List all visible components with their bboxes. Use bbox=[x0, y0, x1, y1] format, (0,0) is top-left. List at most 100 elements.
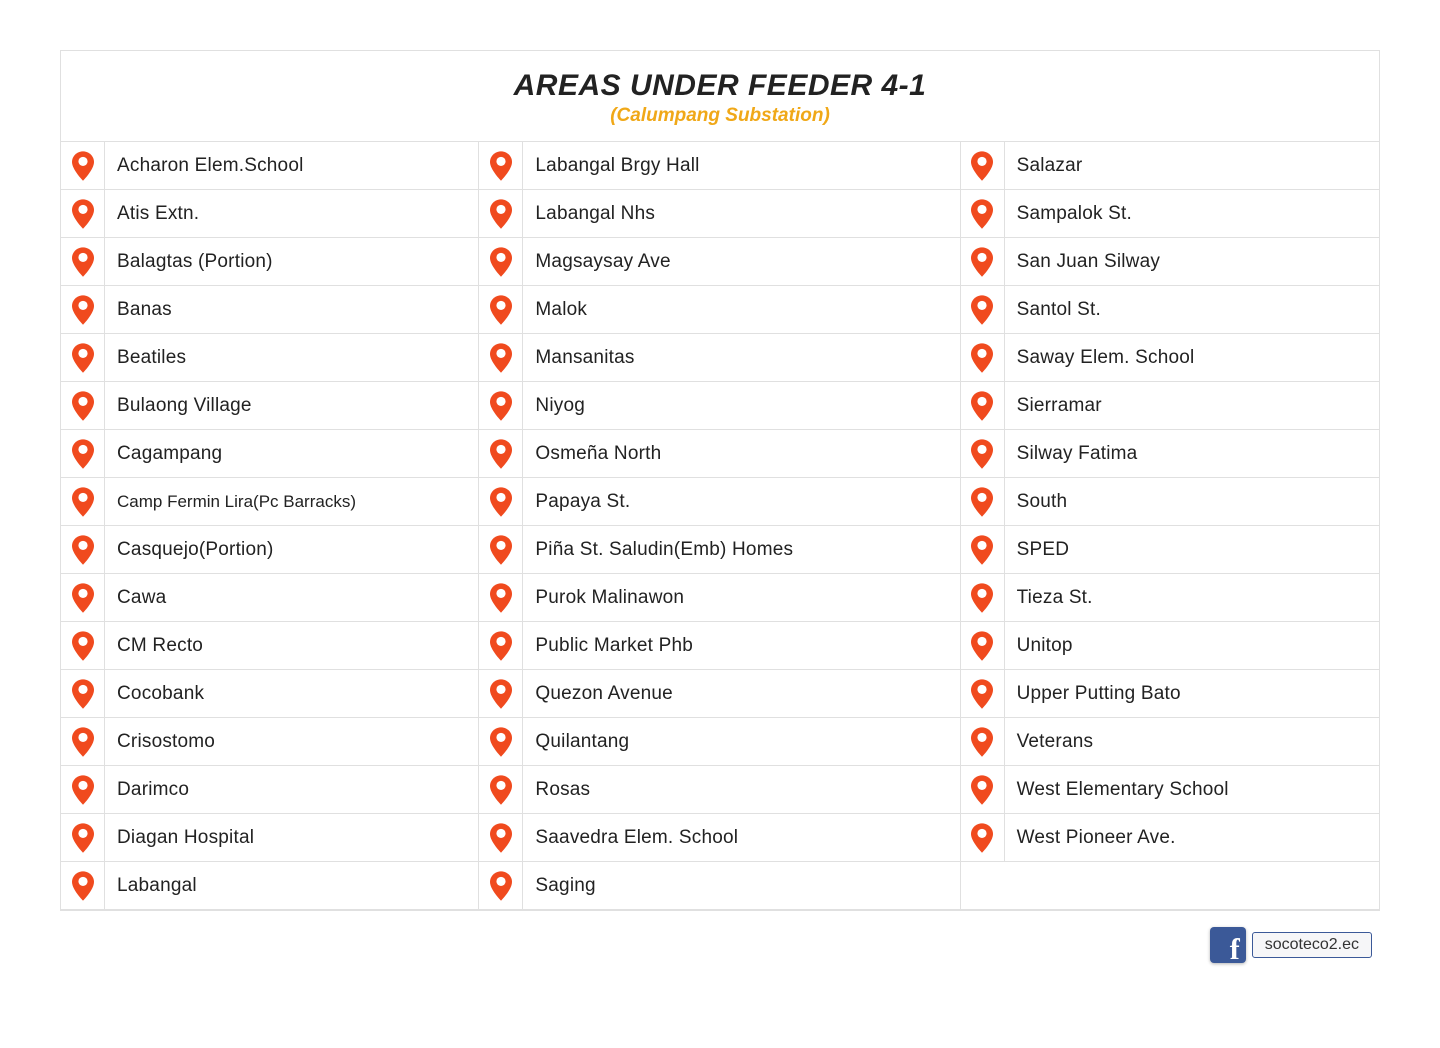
location-pin-icon bbox=[72, 535, 94, 565]
pin-icon-box bbox=[961, 190, 1005, 237]
area-label: CM Recto bbox=[105, 635, 215, 657]
location-pin-icon bbox=[490, 775, 512, 805]
table-cell: Acharon Elem.School bbox=[61, 142, 479, 190]
area-label: Rosas bbox=[523, 779, 602, 801]
pin-icon-box bbox=[61, 382, 105, 429]
area-label: Diagan Hospital bbox=[105, 827, 266, 849]
pin-icon-box bbox=[61, 718, 105, 765]
facebook-icon[interactable] bbox=[1210, 927, 1246, 963]
area-label: Bulaong Village bbox=[105, 395, 264, 417]
pin-icon-box bbox=[61, 862, 105, 909]
facebook-link[interactable]: socoteco2.ec bbox=[1252, 932, 1372, 958]
location-pin-icon bbox=[72, 247, 94, 277]
location-pin-icon bbox=[971, 535, 993, 565]
location-pin-icon bbox=[72, 391, 94, 421]
pin-icon-box bbox=[961, 430, 1005, 477]
location-pin-icon bbox=[490, 823, 512, 853]
pin-icon-box bbox=[61, 766, 105, 813]
area-label: Saging bbox=[523, 875, 607, 897]
location-pin-icon bbox=[971, 295, 993, 325]
pin-icon-box bbox=[61, 286, 105, 333]
table-cell: Cocobank bbox=[61, 670, 479, 718]
location-pin-icon bbox=[490, 391, 512, 421]
location-pin-icon bbox=[72, 151, 94, 181]
area-label: Acharon Elem.School bbox=[105, 155, 316, 177]
location-pin-icon bbox=[72, 679, 94, 709]
table-cell: Salazar bbox=[961, 142, 1379, 190]
area-label: Veterans bbox=[1005, 731, 1106, 753]
table-cell: Niyog bbox=[479, 382, 960, 430]
area-label: Quezon Avenue bbox=[523, 683, 684, 705]
pin-icon-box bbox=[961, 526, 1005, 573]
location-pin-icon bbox=[971, 247, 993, 277]
table-cell: Rosas bbox=[479, 766, 960, 814]
pin-icon-box bbox=[961, 622, 1005, 669]
area-label: Sampalok St. bbox=[1005, 203, 1144, 225]
table-cell: Papaya St. bbox=[479, 478, 960, 526]
pin-icon-box bbox=[961, 814, 1005, 861]
area-label: Osmeña North bbox=[523, 443, 673, 465]
location-pin-icon bbox=[490, 151, 512, 181]
area-label: Casquejo(Portion) bbox=[105, 539, 286, 561]
pin-icon-box bbox=[479, 334, 523, 381]
table-cell: Camp Fermin Lira(Pc Barracks) bbox=[61, 478, 479, 526]
area-label: Banas bbox=[105, 299, 184, 321]
pin-icon-box bbox=[479, 238, 523, 285]
area-label: Salazar bbox=[1005, 155, 1095, 177]
pin-icon-box bbox=[479, 430, 523, 477]
pin-icon-box bbox=[61, 526, 105, 573]
table-cell: Labangal bbox=[61, 862, 479, 910]
area-label: Magsaysay Ave bbox=[523, 251, 682, 273]
pin-icon-box bbox=[61, 238, 105, 285]
pin-icon-box bbox=[61, 478, 105, 525]
area-label: SPED bbox=[1005, 539, 1082, 561]
area-label: Mansanitas bbox=[523, 347, 646, 369]
pin-icon-box bbox=[479, 526, 523, 573]
location-pin-icon bbox=[490, 631, 512, 661]
pin-icon-box bbox=[61, 814, 105, 861]
table-cell: Bulaong Village bbox=[61, 382, 479, 430]
table-cell: Cawa bbox=[61, 574, 479, 622]
location-pin-icon bbox=[490, 535, 512, 565]
pin-icon-box bbox=[961, 670, 1005, 717]
pin-icon-box bbox=[479, 478, 523, 525]
pin-icon-box bbox=[61, 142, 105, 189]
area-label: Darimco bbox=[105, 779, 201, 801]
location-pin-icon bbox=[72, 775, 94, 805]
location-pin-icon bbox=[490, 679, 512, 709]
area-label: Piña St. Saludin(Emb) Homes bbox=[523, 539, 805, 561]
location-pin-icon bbox=[971, 823, 993, 853]
location-pin-icon bbox=[72, 295, 94, 325]
table-cell: Cagampang bbox=[61, 430, 479, 478]
area-label: Camp Fermin Lira(Pc Barracks) bbox=[105, 492, 368, 512]
table-cell: West Elementary School bbox=[961, 766, 1379, 814]
area-label: Labangal Brgy Hall bbox=[523, 155, 711, 177]
area-label: Saavedra Elem. School bbox=[523, 827, 750, 849]
location-pin-icon bbox=[72, 871, 94, 901]
area-label: Cawa bbox=[105, 587, 178, 609]
area-label: Sierramar bbox=[1005, 395, 1114, 417]
table-cell: Magsaysay Ave bbox=[479, 238, 960, 286]
table-cell: Upper Putting Bato bbox=[961, 670, 1379, 718]
pin-icon-box bbox=[61, 670, 105, 717]
table-cell: Diagan Hospital bbox=[61, 814, 479, 862]
location-pin-icon bbox=[971, 199, 993, 229]
pin-icon-box bbox=[961, 142, 1005, 189]
pin-icon-box bbox=[61, 190, 105, 237]
pin-icon-box bbox=[961, 382, 1005, 429]
area-label: Purok Malinawon bbox=[523, 587, 696, 609]
pin-icon-box bbox=[479, 622, 523, 669]
location-pin-icon bbox=[971, 439, 993, 469]
table-cell: Saavedra Elem. School bbox=[479, 814, 960, 862]
table-cell: Purok Malinawon bbox=[479, 574, 960, 622]
table-cell: Veterans bbox=[961, 718, 1379, 766]
pin-icon-box bbox=[61, 430, 105, 477]
areas-grid: Acharon Elem.School Labangal Brgy Hall S… bbox=[61, 142, 1379, 910]
area-label: Papaya St. bbox=[523, 491, 642, 513]
page-title: AREAS UNDER FEEDER 4-1 bbox=[61, 69, 1379, 103]
location-pin-icon bbox=[971, 631, 993, 661]
location-pin-icon bbox=[971, 343, 993, 373]
pin-icon-box bbox=[961, 286, 1005, 333]
area-label: Saway Elem. School bbox=[1005, 347, 1207, 369]
location-pin-icon bbox=[490, 439, 512, 469]
